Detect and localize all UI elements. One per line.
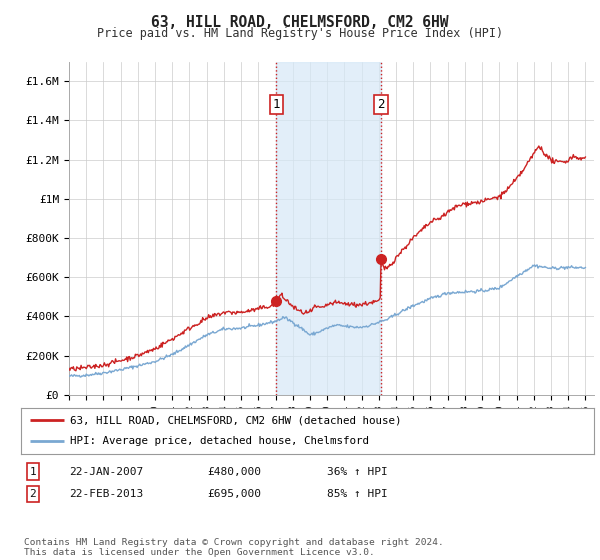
Text: 63, HILL ROAD, CHELMSFORD, CM2 6HW (detached house): 63, HILL ROAD, CHELMSFORD, CM2 6HW (deta… bbox=[70, 415, 401, 425]
Bar bbox=[277, 62, 381, 395]
Text: 36% ↑ HPI: 36% ↑ HPI bbox=[327, 466, 388, 477]
Text: 1: 1 bbox=[29, 466, 37, 477]
Text: 85% ↑ HPI: 85% ↑ HPI bbox=[327, 489, 388, 499]
Text: 1: 1 bbox=[272, 98, 280, 111]
Text: 22-FEB-2013: 22-FEB-2013 bbox=[69, 489, 143, 499]
Text: Contains HM Land Registry data © Crown copyright and database right 2024.
This d: Contains HM Land Registry data © Crown c… bbox=[24, 538, 444, 557]
Bar bbox=[577, 62, 594, 395]
Text: 2: 2 bbox=[29, 489, 37, 499]
Text: 63, HILL ROAD, CHELMSFORD, CM2 6HW: 63, HILL ROAD, CHELMSFORD, CM2 6HW bbox=[151, 15, 449, 30]
Text: £695,000: £695,000 bbox=[207, 489, 261, 499]
Text: 22-JAN-2007: 22-JAN-2007 bbox=[69, 466, 143, 477]
Text: HPI: Average price, detached house, Chelmsford: HPI: Average price, detached house, Chel… bbox=[70, 436, 369, 446]
Text: £480,000: £480,000 bbox=[207, 466, 261, 477]
Text: 2: 2 bbox=[377, 98, 385, 111]
Text: Price paid vs. HM Land Registry's House Price Index (HPI): Price paid vs. HM Land Registry's House … bbox=[97, 27, 503, 40]
